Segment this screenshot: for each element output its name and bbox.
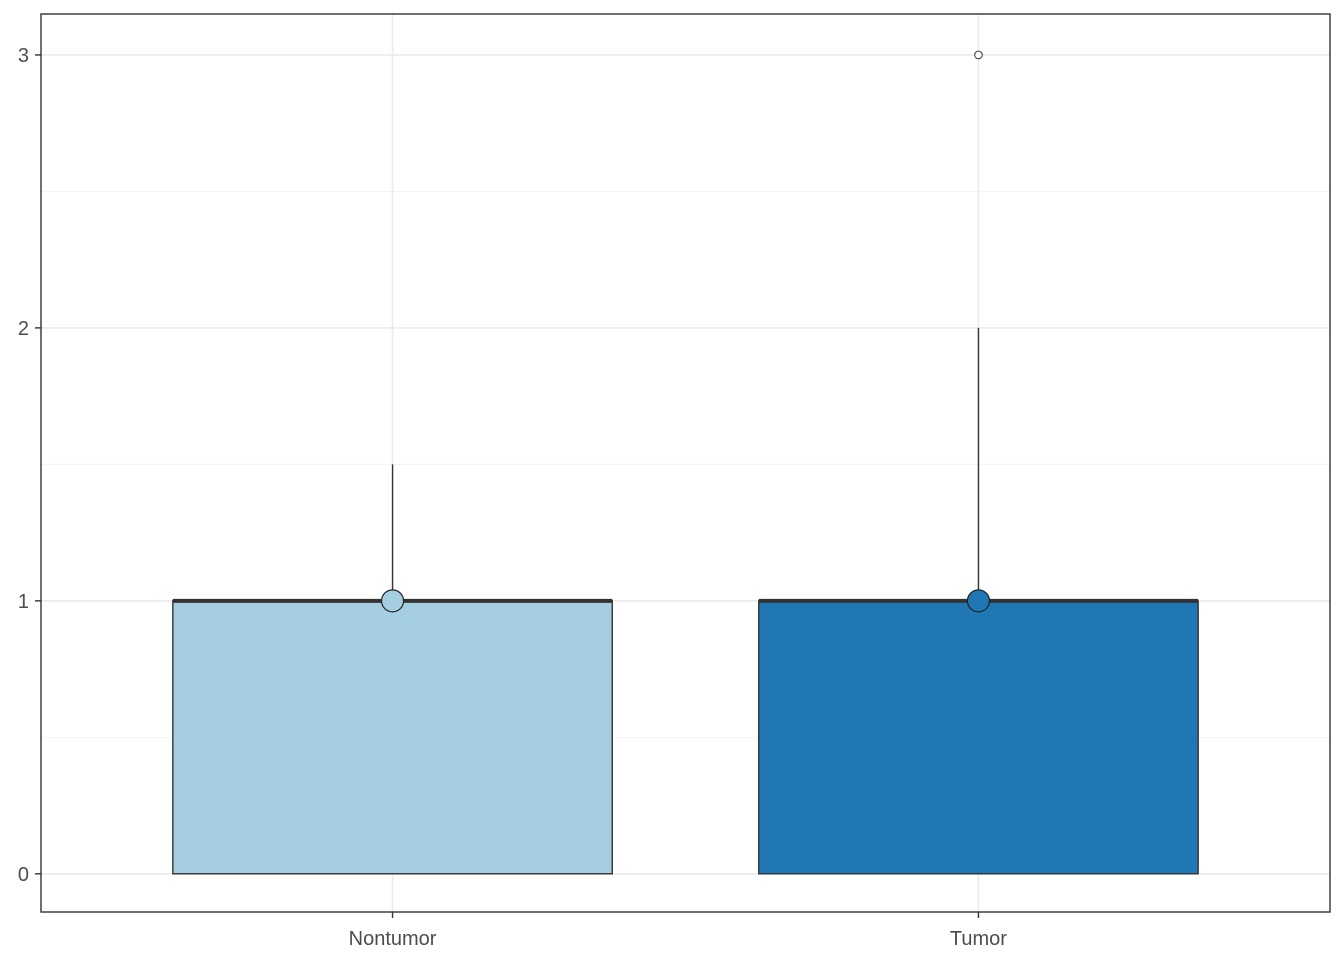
y-tick-label: 3: [18, 45, 29, 67]
y-tick-label: 0: [18, 864, 29, 886]
y-tick-label: 2: [18, 318, 29, 340]
box-nontumor: [172, 600, 613, 875]
mean-point: [966, 589, 991, 613]
boxes: [172, 50, 1199, 875]
y-tick-label: 1: [18, 591, 29, 613]
panel-border: [40, 13, 1331, 913]
axes: 0 1 2 3 Nontumor Tumor: [18, 45, 1007, 950]
x-tick-label: Nontumor: [349, 928, 437, 950]
box-tumor: [758, 600, 1199, 875]
outlier-point: [974, 50, 983, 60]
x-tick-label: Tumor: [950, 928, 1007, 950]
mean-point: [380, 589, 405, 613]
